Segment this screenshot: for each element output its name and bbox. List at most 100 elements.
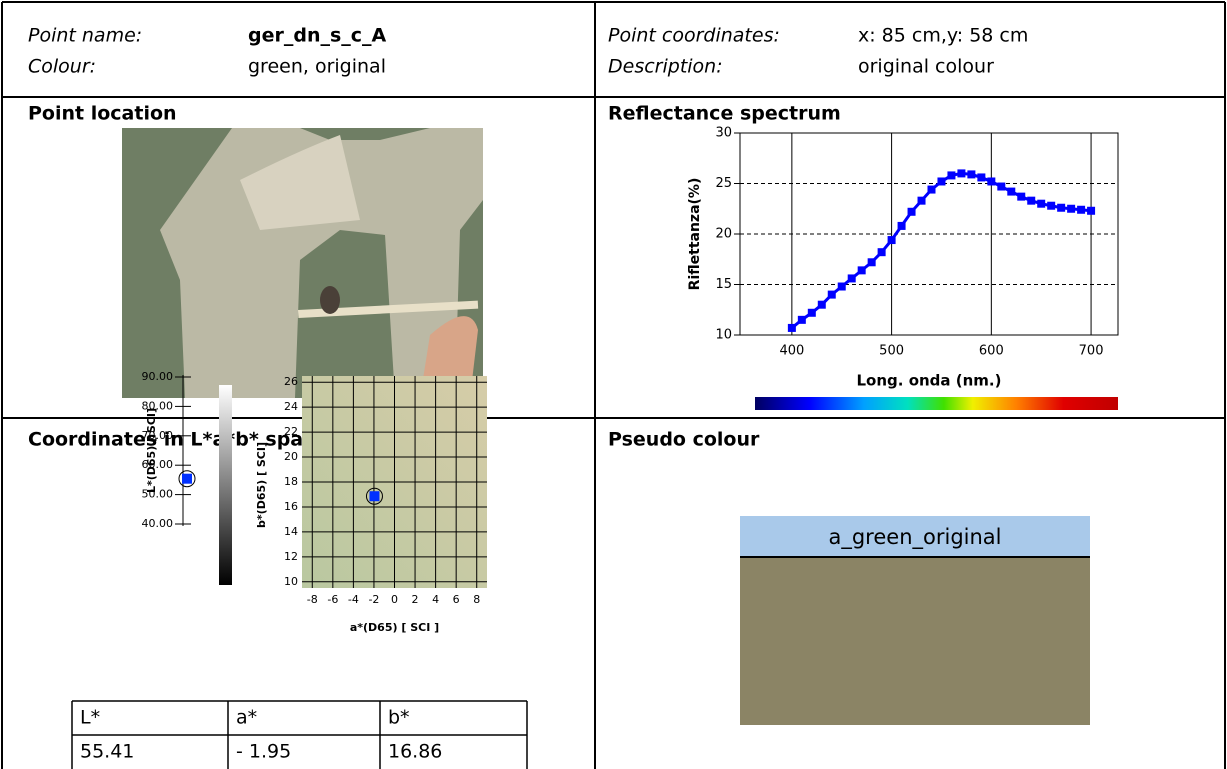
value: green, original bbox=[248, 56, 386, 78]
marker bbox=[927, 185, 936, 194]
marker bbox=[897, 221, 906, 230]
value: x: 85 cm,y: 58 cm bbox=[858, 25, 1028, 47]
marker bbox=[827, 290, 836, 299]
x-tick-label: 400 bbox=[779, 344, 804, 359]
marker bbox=[977, 173, 986, 182]
y-tick-label: 20 bbox=[284, 450, 298, 463]
marker bbox=[967, 170, 976, 179]
marker bbox=[369, 491, 380, 502]
marker bbox=[937, 177, 946, 186]
photo bbox=[122, 128, 483, 398]
marker bbox=[917, 196, 926, 205]
marker bbox=[837, 282, 846, 291]
marker bbox=[857, 266, 866, 275]
table-header: b* bbox=[388, 707, 410, 729]
marker bbox=[1027, 196, 1036, 205]
table-cell: 55.41 bbox=[80, 741, 134, 763]
marker bbox=[867, 258, 876, 267]
value: ger_dn_s_c_A bbox=[248, 25, 387, 47]
pseudo-swatch bbox=[740, 556, 1090, 725]
marker bbox=[987, 177, 996, 186]
marker bbox=[1087, 206, 1096, 215]
y-tick-label: 12 bbox=[284, 550, 298, 563]
y-tick-label: 90.00 bbox=[142, 370, 174, 383]
x-tick-label: -8 bbox=[307, 593, 318, 606]
marker bbox=[1057, 203, 1066, 212]
y-axis-label: L*(D65) [ SCI] bbox=[145, 408, 158, 493]
marker bbox=[787, 323, 796, 332]
marker bbox=[1047, 201, 1056, 210]
x-tick-label: 8 bbox=[473, 593, 480, 606]
marker bbox=[1067, 204, 1076, 213]
label: Point name: bbox=[28, 25, 142, 47]
table-header: L* bbox=[80, 707, 100, 729]
marker bbox=[907, 207, 916, 216]
y-tick-label: 80.00 bbox=[142, 399, 174, 412]
marker bbox=[182, 473, 192, 484]
marker bbox=[877, 248, 886, 257]
label: Description: bbox=[608, 56, 723, 78]
marker-ring bbox=[178, 470, 196, 488]
table-header: a* bbox=[236, 707, 257, 729]
y-tick-label: 24 bbox=[284, 400, 298, 413]
pseudo-band bbox=[740, 516, 1090, 557]
marker bbox=[817, 300, 826, 309]
lab-table bbox=[71, 700, 528, 769]
color-spectrum bbox=[755, 397, 1118, 410]
x-tick-label: 600 bbox=[979, 344, 1004, 359]
marker bbox=[1017, 192, 1026, 201]
section-title: Pseudo colour bbox=[608, 429, 760, 451]
marker bbox=[847, 274, 856, 283]
y-tick-label: 30 bbox=[715, 126, 732, 141]
table-cell: 16.86 bbox=[388, 741, 442, 763]
marker bbox=[1007, 187, 1016, 196]
marker bbox=[887, 236, 896, 245]
pseudo-label: a_green_original bbox=[828, 525, 1001, 550]
y-tick-label: 50.00 bbox=[142, 488, 174, 501]
marker bbox=[797, 315, 806, 324]
y-tick-label: 22 bbox=[284, 425, 298, 438]
y-tick-label: 16 bbox=[284, 500, 298, 513]
y-tick-label: 25 bbox=[715, 176, 732, 191]
marker-ring bbox=[365, 487, 383, 505]
section-title: Coordinates in L*a*b* space bbox=[28, 429, 327, 451]
y-tick-label: 18 bbox=[284, 475, 298, 488]
y-tick-label: 10 bbox=[284, 575, 298, 588]
x-tick-label: -6 bbox=[327, 593, 338, 606]
y-tick-label: 40.00 bbox=[142, 517, 174, 530]
section-title: Reflectance spectrum bbox=[608, 103, 841, 125]
x-tick-label: 4 bbox=[432, 593, 439, 606]
marker bbox=[1037, 199, 1046, 208]
x-axis-label: a*(D65) [ SCI ] bbox=[350, 621, 439, 634]
y-tick-label: 26 bbox=[284, 375, 298, 388]
y-tick-label: 10 bbox=[715, 328, 732, 343]
x-tick-label: -4 bbox=[348, 593, 359, 606]
x-tick-label: -2 bbox=[368, 593, 379, 606]
y-tick-label: 60.00 bbox=[142, 458, 174, 471]
y-tick-label: 15 bbox=[715, 277, 732, 292]
y-tick-label: 14 bbox=[284, 525, 298, 538]
y-tick-label: 70.00 bbox=[142, 429, 174, 442]
marker bbox=[1077, 205, 1086, 214]
value: original colour bbox=[858, 56, 994, 78]
section-title: Point location bbox=[28, 103, 177, 125]
x-tick-label: 0 bbox=[391, 593, 398, 606]
marker bbox=[957, 169, 966, 178]
y-tick-label: 20 bbox=[715, 227, 732, 242]
x-axis-label: Long. onda (nm.) bbox=[857, 372, 1002, 390]
marker bbox=[947, 171, 956, 180]
table-cell: - 1.95 bbox=[236, 741, 291, 763]
b-scale bbox=[219, 385, 232, 585]
x-tick-label: 6 bbox=[453, 593, 460, 606]
y-axis-label: Riflettanza(%) bbox=[687, 178, 703, 291]
x-tick-label: 2 bbox=[412, 593, 419, 606]
marker bbox=[807, 308, 816, 317]
line bbox=[790, 171, 1092, 330]
marker bbox=[997, 182, 1006, 191]
label: Colour: bbox=[28, 56, 96, 78]
x-tick-label: 700 bbox=[1079, 344, 1104, 359]
axis-label: b*(D65) [ SCI] bbox=[255, 442, 268, 528]
